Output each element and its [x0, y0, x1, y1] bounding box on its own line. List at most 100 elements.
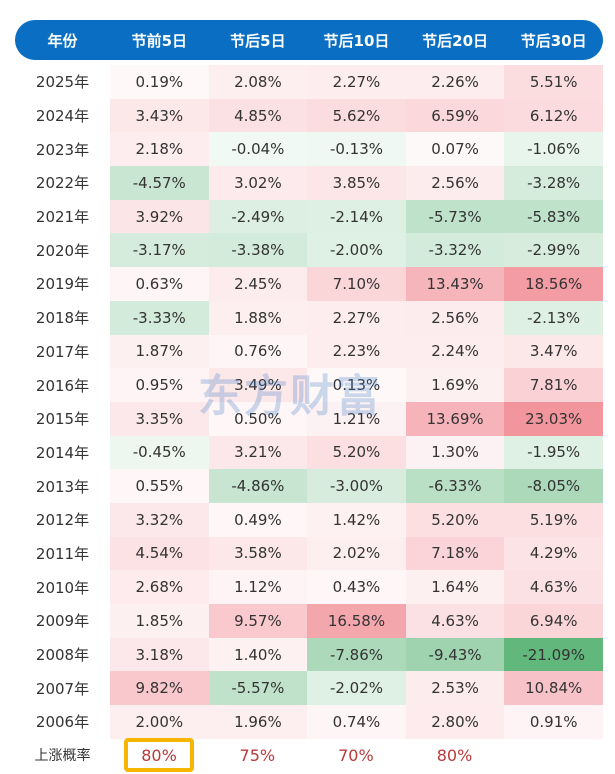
year-cell: 2018年 [35, 309, 90, 328]
year-cell: 2012年 [35, 511, 90, 530]
value-cell: 0.13% [307, 368, 406, 402]
value-cell: 23.03% [504, 401, 603, 436]
value-cell: -2.00% [307, 233, 406, 268]
value-cell: 6.59% [405, 98, 505, 133]
value-cell: -5.57% [208, 671, 308, 706]
value-cell: -2.02% [307, 671, 406, 706]
table-body: 2025年 0.19% 2.08% 2.27% 2.26% 5.51% 2024年 3.43%… [15, 65, 603, 739]
value-cell: 7.81% [504, 368, 603, 402]
year-cell: 2015年 [35, 410, 90, 429]
value-cell: 2.27% [307, 65, 406, 99]
table-row: 2009年 1.85% 9.57% 16.58% 4.63% 6.94% [15, 604, 603, 638]
header-pre5: 节前5日 [131, 31, 188, 50]
value-cell: 5.19% [504, 502, 603, 537]
value-cell: -4.86% [208, 469, 308, 503]
rise-probability-pre5: 80% [124, 738, 194, 772]
table-row: 2021年 3.92% -2.49% -2.14% -5.73% -5.83% [15, 199, 603, 234]
value-cell: -1.95% [504, 435, 603, 470]
value-cell: 13.43% [405, 267, 505, 301]
table-row: 2024年 3.43% 4.85% 5.62% 6.59% 6.12% [15, 98, 603, 133]
value-cell: 1.42% [307, 502, 406, 537]
table-row: 2016年 0.95% 3.49% 0.13% 1.69% 7.81% [15, 368, 603, 402]
year-cell: 2019年 [35, 275, 90, 294]
year-cell: 2008年 [35, 646, 90, 665]
year-cell: 2013年 [35, 477, 90, 496]
value-cell: 2.24% [405, 334, 505, 369]
value-cell: 2.56% [405, 300, 505, 335]
value-cell: 3.35% [110, 401, 209, 436]
year-cell: 2023年 [35, 140, 90, 159]
value-cell: -0.04% [208, 132, 308, 167]
value-cell: -3.28% [504, 166, 603, 200]
value-cell: 3.49% [208, 368, 308, 402]
value-cell: 0.76% [208, 334, 308, 369]
value-cell: 7.18% [405, 536, 505, 571]
table-row: 2013年 0.55% -4.86% -3.00% -6.33% -8.05% [15, 469, 603, 503]
value-cell: 2.18% [110, 132, 209, 167]
value-cell: 4.63% [504, 570, 603, 604]
value-cell: 1.87% [110, 334, 209, 369]
value-cell: 3.43% [110, 98, 209, 133]
header-post5: 节后5日 [230, 31, 286, 50]
value-cell: 13.69% [405, 401, 505, 436]
value-cell: 2.26% [405, 65, 505, 99]
value-cell: 10.84% [504, 671, 603, 706]
table-row: 2019年 0.63% 2.45% 7.10% 13.43% 18.56% [15, 267, 603, 301]
table-row: 2008年 3.18% 1.40% -7.86% -9.43% -21.09% [15, 637, 603, 672]
value-cell: 6.12% [504, 98, 603, 133]
value-cell: 2.53% [405, 671, 505, 706]
value-cell: 5.20% [405, 502, 505, 537]
value-cell: -1.06% [504, 132, 603, 167]
year-cell: 2020年 [35, 241, 90, 260]
value-cell: 18.56% [504, 267, 603, 301]
year-cell: 2009年 [35, 612, 90, 631]
value-cell: -21.09% [504, 637, 603, 672]
value-cell: 5.62% [307, 98, 406, 133]
year-cell: 2025年 [35, 73, 90, 92]
value-cell: 9.57% [208, 604, 308, 638]
value-cell: -6.33% [405, 469, 505, 503]
value-cell: 6.94% [504, 604, 603, 638]
table-row: 2023年 2.18% -0.04% -0.13% 0.07% -1.06% [15, 132, 603, 167]
year-cell: 2022年 [35, 174, 90, 193]
rise-probability-post20: 80% [436, 745, 473, 765]
value-cell: 1.12% [208, 570, 308, 604]
value-cell: 1.30% [405, 435, 505, 470]
value-cell: 2.68% [110, 570, 209, 604]
header-year: 年份 [47, 31, 78, 50]
year-cell: 2010年 [35, 578, 90, 597]
value-cell: 0.50% [208, 401, 308, 436]
value-cell: 0.55% [110, 469, 209, 503]
value-cell: 1.85% [110, 604, 209, 638]
value-cell: 7.10% [307, 267, 406, 301]
table-row: 2011年 4.54% 3.58% 2.02% 7.18% 4.29% [15, 536, 603, 571]
value-cell: 0.43% [307, 570, 406, 604]
value-cell: 0.95% [110, 368, 209, 402]
header-post20: 节后20日 [422, 31, 489, 50]
value-cell: 5.51% [504, 65, 603, 99]
table-row: 2007年 9.82% -5.57% -2.02% 2.53% 10.84% [15, 671, 603, 706]
year-cell: 2017年 [35, 342, 90, 361]
year-cell: 2021年 [35, 208, 90, 227]
rise-probability-label: 上涨概率 [34, 748, 91, 764]
value-cell: -3.17% [110, 233, 209, 268]
value-cell: -2.13% [504, 300, 603, 335]
value-cell: -3.38% [208, 233, 308, 268]
value-cell: 0.49% [208, 502, 308, 537]
value-cell: 1.40% [208, 637, 308, 672]
value-cell: 4.85% [208, 98, 308, 133]
value-cell: 2.23% [307, 334, 406, 369]
year-cell: 2006年 [35, 713, 90, 732]
value-cell: 4.29% [504, 536, 603, 571]
table-row: 2018年 -3.33% 1.88% 2.27% 2.56% -2.13% [15, 300, 603, 335]
header-post30: 节后30日 [520, 31, 587, 50]
value-cell: 1.96% [208, 705, 308, 739]
value-cell: 2.56% [405, 166, 505, 200]
value-cell: 1.69% [405, 368, 505, 402]
value-cell: -3.00% [307, 469, 406, 503]
year-cell: 2014年 [35, 443, 90, 462]
year-cell: 2011年 [35, 544, 90, 563]
value-cell: 5.20% [307, 435, 406, 470]
value-cell: 3.85% [307, 166, 406, 200]
value-cell: -2.14% [307, 199, 406, 234]
